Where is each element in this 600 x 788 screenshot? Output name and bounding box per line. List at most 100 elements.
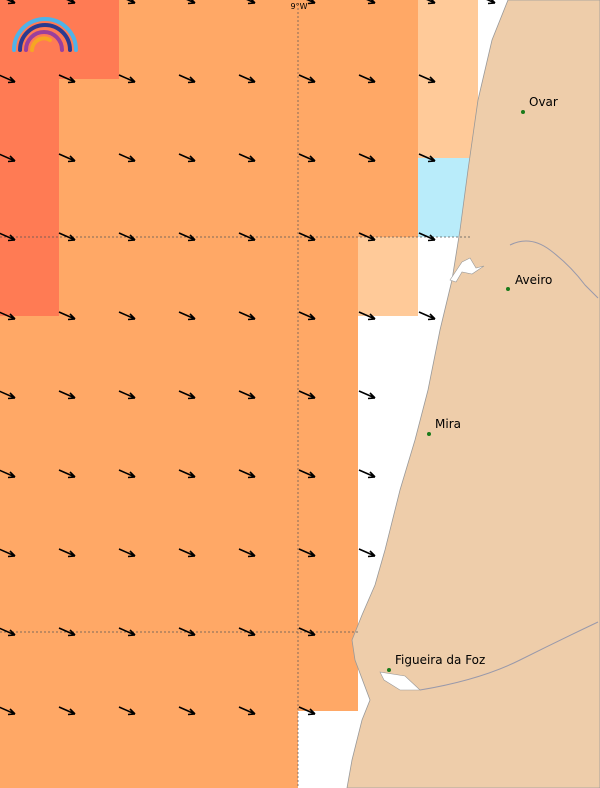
- wind-arrow: [298, 74, 316, 84]
- city-dot: [506, 287, 510, 291]
- logo-arc: [12, 17, 78, 52]
- wind-arrow: [238, 627, 256, 637]
- wind-arrow: [178, 232, 196, 242]
- wind-arrow: [58, 627, 76, 637]
- wind-arrow: [238, 153, 256, 163]
- wind-arrow: [118, 469, 136, 479]
- wind-arrow: [298, 390, 316, 400]
- wind-arrow: [358, 74, 376, 84]
- wind-arrow: [58, 706, 76, 716]
- wind-arrow: [238, 74, 256, 84]
- wind-arrow: [126, 0, 136, 5]
- logo: [12, 17, 78, 52]
- wind-arrow: [238, 232, 256, 242]
- wind-arrow: [178, 311, 196, 321]
- wind-arrow: [118, 232, 136, 242]
- wind-arrows: [0, 0, 496, 716]
- wind-arrow: [306, 0, 316, 5]
- wind-arrow: [0, 232, 16, 242]
- wind-arrow: [298, 548, 316, 558]
- wind-arrow: [186, 0, 196, 5]
- wind-arrow: [418, 311, 436, 321]
- river: [509, 240, 599, 299]
- wind-arrow: [418, 153, 436, 163]
- logo-arc: [24, 30, 64, 52]
- wind-arrow: [118, 627, 136, 637]
- wind-arrow: [238, 548, 256, 558]
- city-label: Aveiro: [515, 273, 552, 287]
- wind-arrow: [298, 153, 316, 163]
- wind-arrow: [298, 706, 316, 716]
- wind-arrow: [58, 311, 76, 321]
- wind-arrow: [418, 74, 436, 84]
- wind-arrow: [58, 390, 76, 400]
- wind-arrow: [118, 706, 136, 716]
- wind-arrow: [298, 469, 316, 479]
- wind-arrow: [118, 311, 136, 321]
- meridian-label: 9°W: [291, 2, 308, 11]
- wind-arrow: [118, 153, 136, 163]
- wind-arrow: [0, 706, 16, 716]
- wind-arrow: [298, 232, 316, 242]
- wind-arrow: [298, 627, 316, 637]
- wind-arrow: [58, 232, 76, 242]
- logo-arc: [30, 36, 52, 52]
- cell: [0, 711, 298, 788]
- wind-arrow: [0, 390, 16, 400]
- wind-arrow: [118, 548, 136, 558]
- estuary: [379, 671, 421, 691]
- wind-arrow: [0, 469, 16, 479]
- wind-arrow: [358, 232, 376, 242]
- wind-arrow: [298, 311, 316, 321]
- wind-arrow: [0, 548, 16, 558]
- city-markers: [387, 110, 525, 672]
- wind-arrow: [178, 548, 196, 558]
- wind-arrow: [0, 311, 16, 321]
- wind-arrow: [358, 390, 376, 400]
- wind-arrow: [58, 74, 76, 84]
- wind-arrow: [238, 311, 256, 321]
- wind-arrow: [6, 0, 16, 5]
- wind-arrow: [66, 0, 76, 5]
- wind-arrow: [178, 390, 196, 400]
- wind-arrow: [178, 153, 196, 163]
- wind-arrow: [358, 153, 376, 163]
- wind-arrow: [426, 0, 436, 5]
- logo-arc: [18, 23, 72, 52]
- wind-arrow: [418, 232, 436, 242]
- wind-arrow: [178, 74, 196, 84]
- wind-arrow: [246, 0, 256, 5]
- wind-arrow: [178, 469, 196, 479]
- city-dot: [521, 110, 525, 114]
- wind-arrow: [178, 627, 196, 637]
- wind-arrow: [366, 0, 376, 5]
- land: [346, 0, 600, 788]
- wind-arrow: [58, 548, 76, 558]
- wind-arrow: [358, 311, 376, 321]
- wind-arrow: [58, 153, 76, 163]
- city-label: Ovar: [529, 95, 558, 109]
- city-label: Figueira da Foz: [395, 653, 485, 667]
- city-label: Mira: [435, 417, 461, 431]
- wind-arrow: [358, 548, 376, 558]
- lagoon: [449, 257, 485, 283]
- wind-arrow: [118, 390, 136, 400]
- cell: [0, 79, 59, 316]
- wind-arrow: [178, 706, 196, 716]
- wind-arrow: [238, 706, 256, 716]
- wind-arrow: [0, 74, 16, 84]
- cell: [358, 237, 418, 316]
- wind-arrow: [0, 627, 16, 637]
- graticule: [0, 8, 470, 788]
- wind-arrow: [238, 390, 256, 400]
- river: [419, 621, 599, 691]
- wind-arrow: [58, 469, 76, 479]
- city-dot: [387, 668, 391, 672]
- wind-arrow: [358, 469, 376, 479]
- wind-arrow: [238, 469, 256, 479]
- city-dot: [427, 432, 431, 436]
- wind-arrow: [0, 153, 16, 163]
- wind-arrow: [118, 74, 136, 84]
- wind-arrow: [486, 0, 496, 5]
